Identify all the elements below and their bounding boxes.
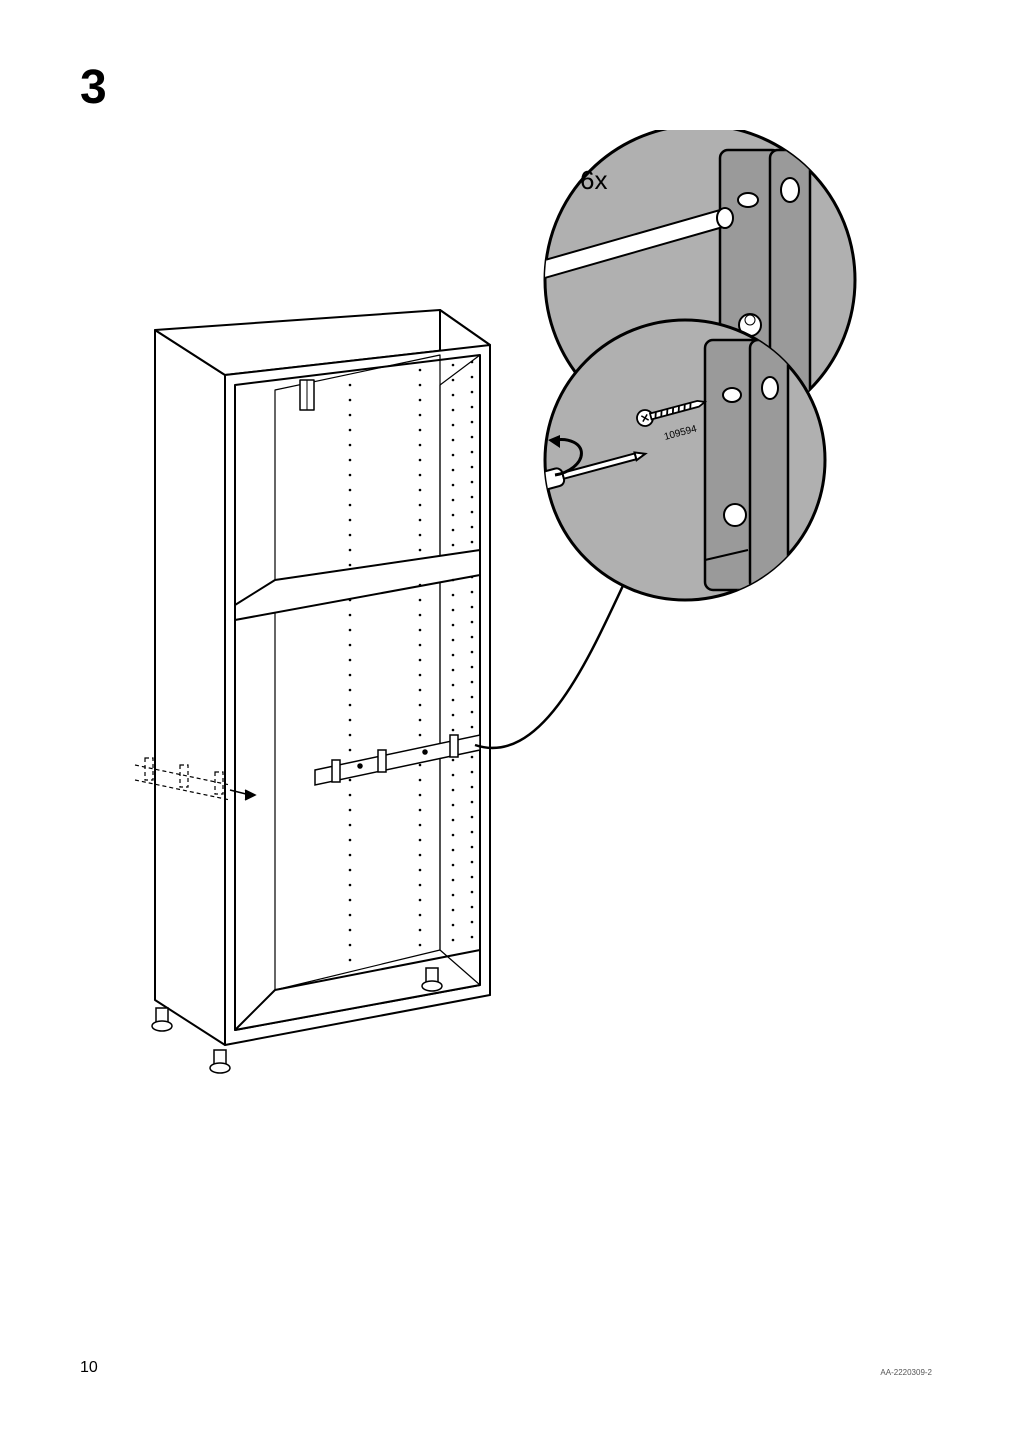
cabinet-body bbox=[155, 310, 490, 1045]
callout-circle-2: 109594 bbox=[508, 320, 825, 600]
drawing-svg: 109594 bbox=[80, 130, 932, 1130]
assembly-drawing: 6x bbox=[80, 130, 932, 1130]
page: 3 6x bbox=[0, 0, 1012, 1432]
document-id: AA-2220309-2 bbox=[880, 1368, 932, 1377]
step-number: 3 bbox=[80, 60, 107, 115]
quantity-label: 6x bbox=[580, 165, 607, 196]
page-number: 10 bbox=[80, 1359, 98, 1377]
